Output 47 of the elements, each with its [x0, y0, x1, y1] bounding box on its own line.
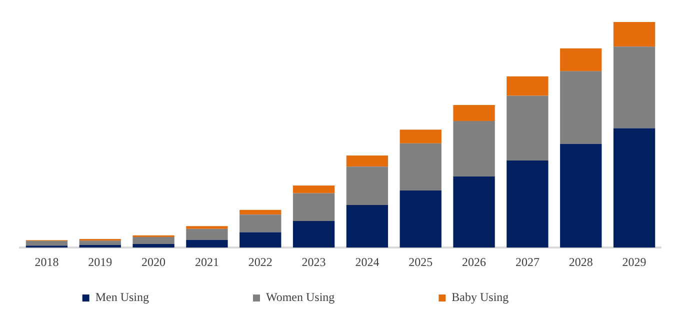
bar — [79, 240, 121, 245]
bar — [346, 204, 388, 248]
bar — [560, 48, 602, 72]
bar — [186, 226, 228, 229]
bar — [453, 176, 495, 248]
bar — [132, 236, 174, 244]
bar — [560, 144, 602, 248]
bar — [506, 96, 548, 161]
x-tick-label: 2022 — [248, 254, 272, 269]
bar — [79, 244, 121, 248]
x-tick-label: 2018 — [34, 254, 59, 269]
bar — [506, 76, 548, 96]
bar — [292, 193, 335, 221]
bar — [453, 105, 495, 122]
x-tick-label: 2027 — [515, 254, 540, 269]
bar — [506, 160, 548, 248]
bar — [26, 240, 68, 246]
legend-label: Women Using — [266, 290, 425, 304]
x-tick-label: 2029 — [622, 254, 646, 269]
bar — [240, 232, 282, 248]
bar — [400, 190, 442, 248]
bar — [613, 22, 656, 47]
bar — [560, 71, 602, 144]
x-tick-label: 2019 — [88, 254, 112, 269]
x-tick-label: 2028 — [568, 254, 593, 269]
bar — [240, 210, 282, 215]
x-tick-label: 2025 — [408, 254, 433, 269]
bar — [186, 228, 228, 240]
bar — [400, 130, 442, 144]
bar — [453, 121, 495, 177]
bar — [346, 156, 388, 167]
x-tick-label: 2024 — [355, 254, 380, 269]
bar — [613, 46, 656, 128]
x-tick-label: 2026 — [462, 254, 486, 269]
bar — [613, 128, 656, 248]
x-tick-label: 2020 — [142, 254, 166, 269]
bar — [240, 214, 282, 232]
x-tick-label: 2021 — [194, 254, 219, 269]
legend-label: Baby Using — [452, 290, 599, 304]
bar — [186, 240, 228, 248]
legend-label: Men Using — [95, 290, 239, 304]
bar — [292, 220, 335, 248]
bar — [292, 186, 335, 194]
bar — [346, 166, 388, 205]
x-tick-label: 2023 — [302, 254, 326, 269]
bar — [132, 244, 174, 248]
bar — [400, 143, 442, 191]
